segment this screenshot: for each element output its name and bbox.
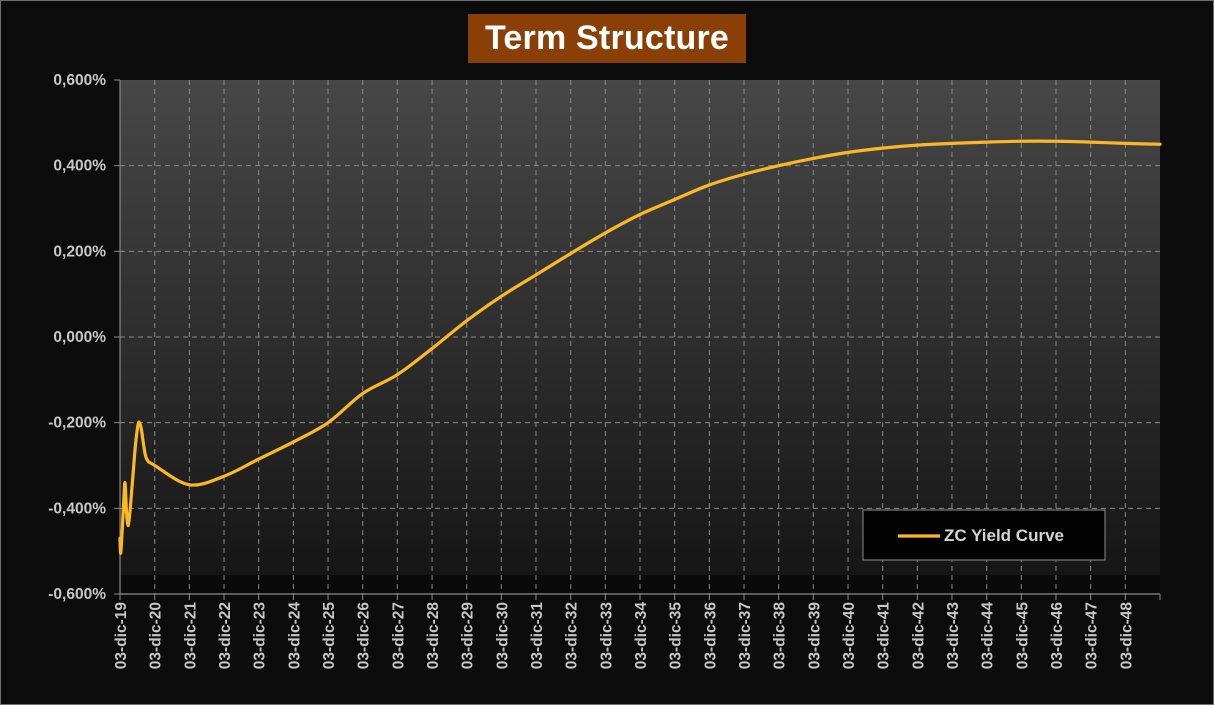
x-tick-label: 03-dic-48 [1118, 602, 1135, 670]
x-tick-label: 03-dic-33 [598, 602, 615, 670]
y-tick-label: -0,200% [48, 415, 106, 432]
x-tick-label: 03-dic-44 [980, 602, 997, 670]
y-tick-labels: 0,600% 0,400% 0,200% 0,000% -0,200% -0,400% -0… [48, 72, 106, 603]
x-tick-label: 03-dic-31 [529, 602, 546, 670]
x-tick-label: 03-dic-28 [425, 602, 442, 670]
legend: ZC Yield Curve [862, 509, 1106, 561]
x-tick-label: 03-dic-20 [148, 602, 165, 669]
x-tick-label: 03-dic-39 [806, 602, 823, 670]
chart-title-box: Term Structure [468, 14, 746, 63]
chart-title: Term Structure [484, 19, 729, 57]
series-line-zc-yield-curve [118, 139, 1162, 555]
x-tick-label: 03-dic-19 [113, 602, 130, 670]
x-tick-label: 03-dic-27 [390, 602, 407, 669]
y-tick-label: 0,000% [53, 329, 106, 346]
x-tick-label: 03-dic-25 [321, 602, 338, 670]
legend-label: ZC Yield Curve [944, 526, 1064, 545]
x-tick-label: 03-dic-29 [460, 602, 477, 670]
x-tick-label: 03-dic-45 [1014, 602, 1031, 670]
x-tick-label: 03-dic-43 [945, 602, 962, 670]
x-tick-label: 03-dic-30 [494, 602, 511, 669]
y-tick-label: -0,400% [48, 500, 106, 517]
x-tick-label: 03-dic-47 [1084, 602, 1101, 669]
y-tick-label: 0,400% [53, 158, 106, 175]
x-tick-label: 03-dic-37 [737, 602, 754, 669]
y-tick-label: -0,600% [48, 586, 106, 603]
x-tick-label: 03-dic-34 [633, 602, 650, 670]
x-tick-labels: 03-dic-19 03-dic-20 03-dic-21 03-dic-22 03-d… [113, 602, 1135, 670]
y-tick-label: 0,600% [53, 72, 106, 89]
axes [114, 79, 1161, 600]
x-tick-label: 03-dic-41 [876, 602, 893, 670]
x-tick-label: 03-dic-23 [252, 602, 269, 670]
x-tick-label: 03-dic-42 [910, 602, 927, 669]
x-tick-label: 03-dic-21 [182, 602, 199, 670]
x-tick-label: 03-dic-38 [772, 602, 789, 670]
x-tick-label: 03-dic-36 [702, 602, 719, 670]
x-tick-label: 03-dic-24 [286, 602, 303, 670]
x-tick-label: 03-dic-26 [356, 602, 373, 670]
x-tick-label: 03-dic-32 [564, 602, 581, 669]
x-tick-label: 03-dic-22 [217, 602, 234, 669]
x-tick-label: 03-dic-46 [1049, 602, 1066, 670]
y-tick-label: 0,200% [53, 243, 106, 260]
series-layer [118, 139, 1162, 555]
x-tick-label: 03-dic-35 [668, 602, 685, 670]
x-tick-label: 03-dic-40 [841, 602, 858, 669]
